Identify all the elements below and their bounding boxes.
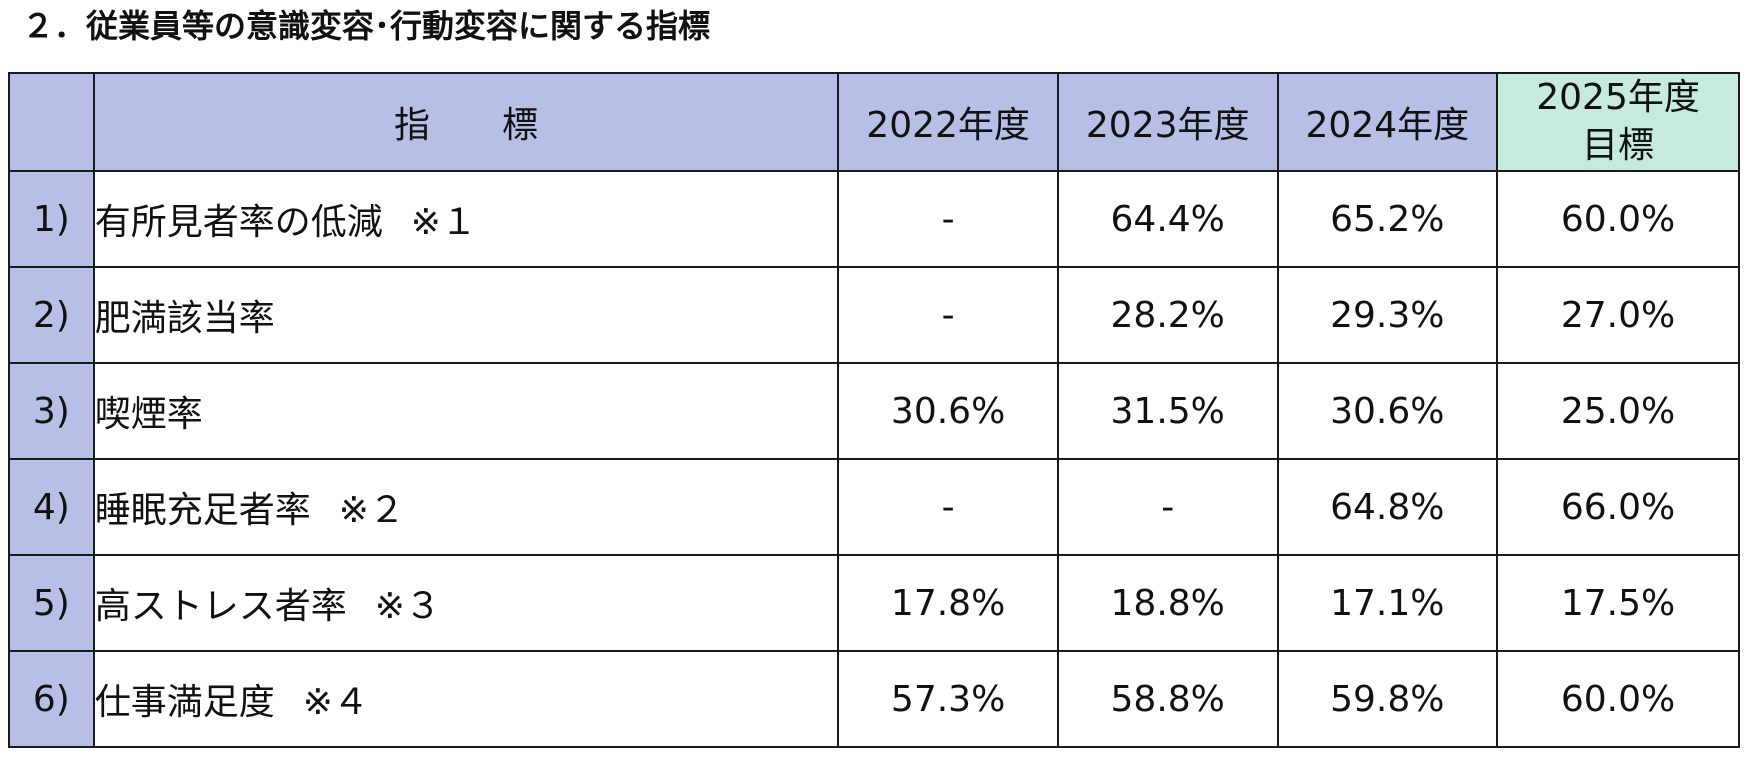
header-year-2022: 2022年度	[837, 72, 1059, 172]
header-year-2024: 2024年度	[1276, 72, 1499, 172]
row-indicator-name: 喫煙率	[92, 362, 840, 460]
value-2022: 17.8%	[837, 554, 1059, 652]
value-2024: 17.1%	[1276, 554, 1499, 652]
row-number: 5)	[8, 554, 95, 652]
value-target-2025: 60.0%	[1496, 170, 1740, 268]
indicator-name: 喫煙率	[94, 394, 203, 435]
page-title: ２．従業員等の意識変容･行動変容に関する指標	[22, 7, 711, 45]
row-number: 6)	[8, 650, 95, 748]
value-2024: 65.2%	[1276, 170, 1499, 268]
indicator-name: 肥満該当率	[94, 298, 275, 339]
value-2023: -	[1056, 458, 1279, 556]
value-2022: -	[837, 170, 1059, 268]
row-number: 2)	[8, 266, 95, 364]
value-2023: 58.8%	[1056, 650, 1279, 748]
header-target-year: 2025年度	[1536, 77, 1700, 118]
value-2023: 64.4%	[1056, 170, 1279, 268]
value-2024: 64.8%	[1276, 458, 1499, 556]
table-header-row: 指標 2022年度 2023年度 2024年度 2025年度 目標	[8, 72, 1740, 172]
row-indicator-name: 高ストレス者率 ※３	[92, 554, 840, 652]
row-indicator-name: 有所見者率の低減 ※１	[92, 170, 840, 268]
header-number-cell	[8, 72, 95, 172]
value-2023: 28.2%	[1056, 266, 1279, 364]
indicator-note: ※３	[374, 586, 441, 627]
table-row: 2) 肥満該当率 - 28.2% 29.3% 27.0%	[8, 266, 1740, 364]
indicator-name: 仕事満足度	[94, 682, 275, 723]
value-target-2025: 25.0%	[1496, 362, 1740, 460]
value-2024: 30.6%	[1276, 362, 1499, 460]
header-target-label: 目標	[1582, 125, 1655, 166]
value-2022: 57.3%	[837, 650, 1059, 748]
value-2024: 29.3%	[1276, 266, 1499, 364]
value-2022: -	[837, 458, 1059, 556]
header-target-2025: 2025年度 目標	[1496, 72, 1740, 172]
value-2022: 30.6%	[837, 362, 1059, 460]
row-number: 1)	[8, 170, 95, 268]
value-2022: -	[837, 266, 1059, 364]
header-indicator: 指標	[92, 72, 840, 172]
table-row: 5) 高ストレス者率 ※３ 17.8% 18.8% 17.1% 17.5%	[8, 554, 1740, 652]
indicator-note: ※２	[338, 490, 405, 531]
value-target-2025: 27.0%	[1496, 266, 1740, 364]
indicator-note: ※１	[410, 202, 477, 243]
row-indicator-name: 肥満該当率	[92, 266, 840, 364]
header-indicator-label-a: 指	[393, 105, 430, 146]
indicator-name: 有所見者率の低減	[94, 202, 383, 243]
indicator-note: ※４	[302, 682, 369, 723]
row-number: 4)	[8, 458, 95, 556]
value-2024: 59.8%	[1276, 650, 1499, 748]
value-target-2025: 66.0%	[1496, 458, 1740, 556]
value-2023: 18.8%	[1056, 554, 1279, 652]
table-row: 6) 仕事満足度 ※４ 57.3% 58.8% 59.8% 60.0%	[8, 650, 1740, 748]
value-2023: 31.5%	[1056, 362, 1279, 460]
header-indicator-label-b: 標	[502, 105, 539, 146]
indicators-table: 指標 2022年度 2023年度 2024年度 2025年度 目標 1) 有所見者…	[8, 72, 1740, 748]
row-number: 3)	[8, 362, 95, 460]
row-indicator-name: 睡眠充足者率 ※２	[92, 458, 840, 556]
table-row: 1) 有所見者率の低減 ※１ - 64.4% 65.2% 60.0%	[8, 170, 1740, 268]
row-indicator-name: 仕事満足度 ※４	[92, 650, 840, 748]
value-target-2025: 17.5%	[1496, 554, 1740, 652]
table-row: 3) 喫煙率 30.6% 31.5% 30.6% 25.0%	[8, 362, 1740, 460]
table-row: 4) 睡眠充足者率 ※２ - - 64.8% 66.0%	[8, 458, 1740, 556]
header-year-2023: 2023年度	[1056, 72, 1279, 172]
indicator-name: 睡眠充足者率	[94, 490, 311, 531]
indicator-name: 高ストレス者率	[94, 586, 347, 627]
value-target-2025: 60.0%	[1496, 650, 1740, 748]
